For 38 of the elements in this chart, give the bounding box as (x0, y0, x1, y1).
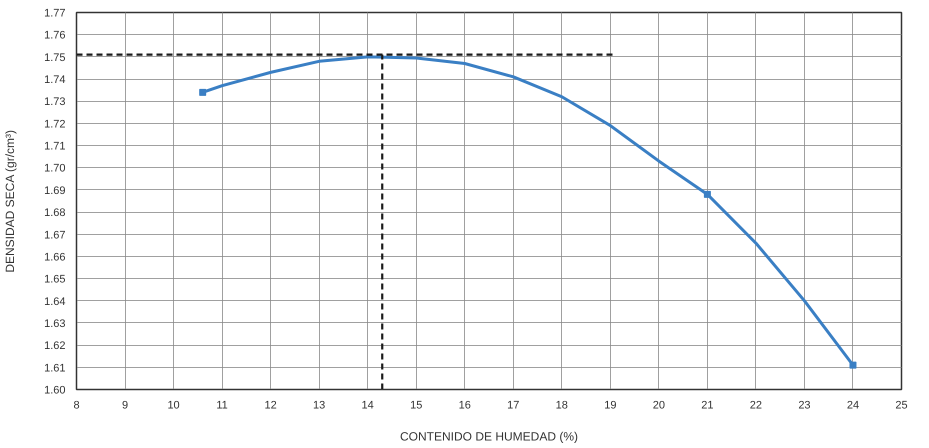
y-tick-label: 1.65 (44, 274, 66, 286)
y-tick-label: 1.72 (44, 118, 66, 130)
y-tick-label: 1.61 (44, 362, 66, 374)
y-tick-label: 1.75 (44, 52, 66, 64)
x-tick-label: 21 (701, 400, 714, 412)
y-tick-label: 1.73 (44, 96, 66, 108)
y-tick-label: 1.67 (44, 229, 66, 242)
y-axis-title: DENSIDAD SECA (gr/cm³) (3, 130, 18, 273)
x-tick-label: 22 (750, 400, 762, 412)
y-tick-label: 1.77 (44, 8, 66, 20)
x-tick-label: 12 (264, 400, 277, 412)
x-tick-label: 14 (362, 400, 374, 412)
x-tick-label: 8 (73, 400, 80, 412)
x-tick-label: 18 (556, 400, 568, 412)
x-axis-title: CONTENIDO DE HUMEDAD (%) (400, 430, 578, 444)
x-tick-label: 16 (458, 400, 471, 412)
x-tick-label: 19 (604, 400, 616, 412)
y-tick-label: 1.66 (44, 251, 66, 264)
x-tick-label: 9 (122, 400, 128, 412)
x-tick-label: 17 (507, 400, 520, 412)
x-tick-label: 15 (410, 400, 422, 412)
x-tick-label: 24 (846, 400, 860, 412)
y-tick-label: 1.71 (44, 140, 66, 153)
x-tick-label: 23 (798, 400, 811, 412)
y-tick-label: 1.64 (44, 296, 66, 308)
y-tick-label: 1.63 (44, 318, 66, 330)
y-tick-label: 1.74 (44, 74, 66, 86)
x-tick-label: 20 (652, 400, 665, 412)
x-tick-label: 10 (167, 400, 180, 412)
x-tick-label: 25 (895, 400, 908, 412)
x-tick-label: 13 (313, 400, 326, 412)
y-tick-label: 1.68 (44, 207, 66, 220)
y-tick-label: 1.62 (44, 340, 66, 352)
x-tick-label: 11 (216, 400, 228, 412)
y-tick-label: 1.70 (44, 162, 66, 175)
y-tick-label: 1.60 (44, 384, 66, 396)
y-tick-label: 1.76 (44, 30, 66, 42)
y-tick-label: 1.69 (44, 184, 66, 197)
